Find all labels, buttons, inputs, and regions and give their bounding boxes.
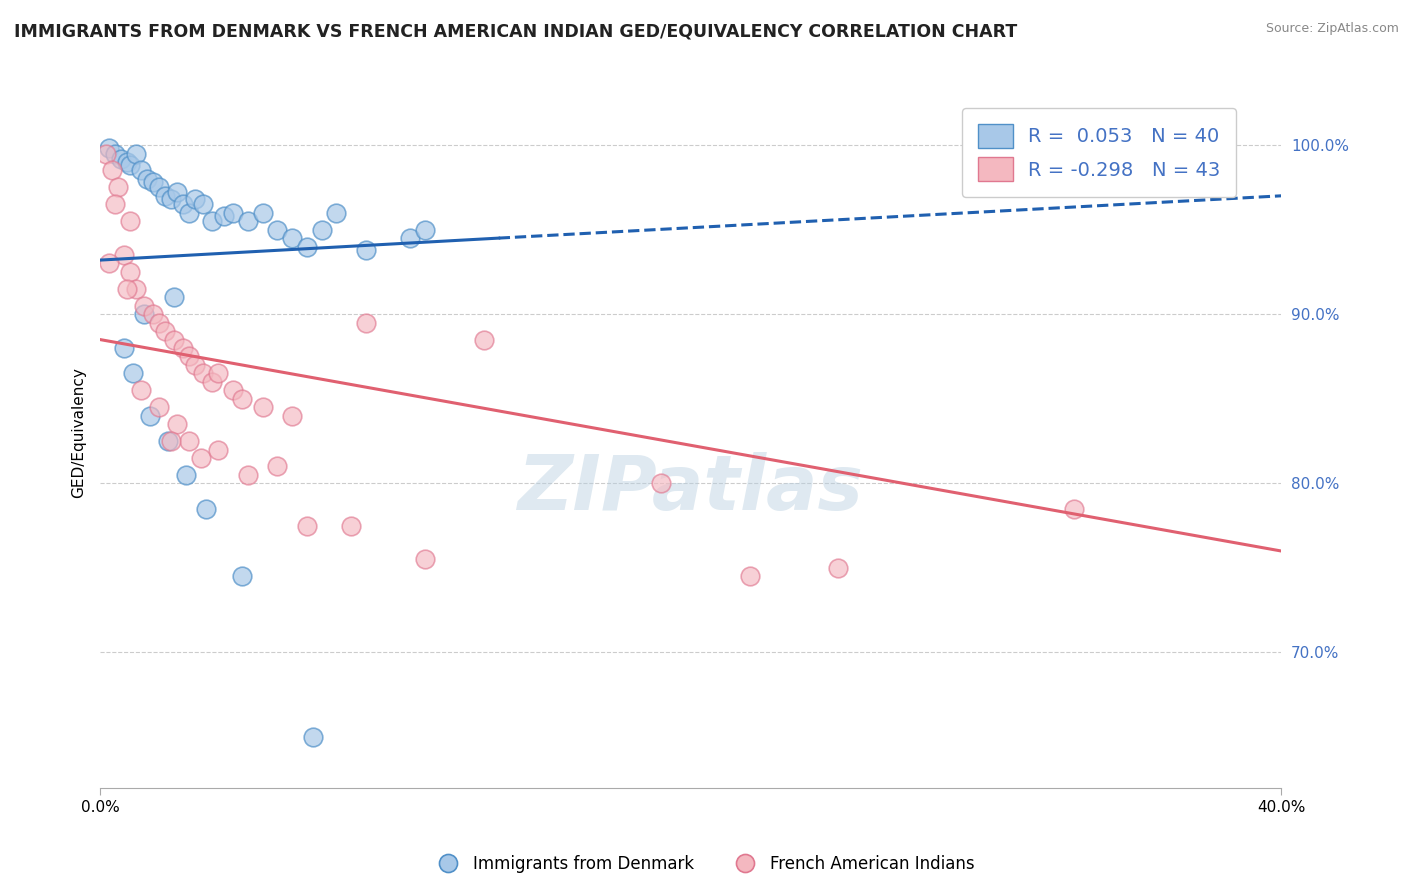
Point (1063, 501, 1085, 516)
Point (222, 384, 245, 398)
Text: Source: ZipAtlas.com: Source: ZipAtlas.com (1265, 22, 1399, 36)
Point (172, 341, 194, 355)
Point (650, 476, 672, 491)
Point (399, 231, 422, 245)
Point (201, 214, 224, 228)
Point (124, 146, 146, 161)
Point (177, 350, 200, 364)
Point (193, 197, 215, 211)
Point (160, 434, 183, 448)
Point (174, 467, 197, 482)
Point (354, 243, 377, 257)
Point (148, 180, 170, 194)
Point (183, 358, 205, 372)
Point (115, 155, 138, 169)
Point (231, 569, 253, 583)
Point (827, 561, 849, 575)
Point (738, 569, 761, 583)
Point (354, 316, 377, 330)
Text: IMMIGRANTS FROM DENMARK VS FRENCH AMERICAN INDIAN GED/EQUIVALENCY CORRELATION CH: IMMIGRANTS FROM DENMARK VS FRENCH AMERIC… (14, 22, 1018, 40)
Point (413, 222, 436, 236)
Point (311, 222, 333, 236)
Point (231, 392, 253, 406)
Point (148, 316, 170, 330)
Point (148, 401, 170, 415)
Point (107, 180, 129, 194)
Point (207, 367, 229, 381)
Point (222, 205, 245, 219)
Point (98, 141, 121, 155)
Point (112, 248, 135, 262)
Point (104, 197, 127, 211)
Point (166, 417, 188, 431)
Point (177, 434, 200, 448)
Point (193, 367, 215, 381)
Point (118, 158, 141, 172)
Point (301, 730, 323, 744)
Point (163, 333, 186, 347)
Point (236, 467, 259, 482)
Point (163, 290, 186, 304)
Point (134, 307, 156, 321)
Point (207, 442, 229, 457)
Point (153, 189, 176, 203)
Point (201, 375, 224, 389)
Point (160, 192, 183, 206)
Point (115, 282, 138, 296)
Point (295, 239, 318, 253)
Point (118, 214, 141, 228)
Point (266, 222, 288, 236)
Point (183, 192, 205, 206)
Point (134, 299, 156, 313)
Point (177, 205, 200, 219)
Point (110, 152, 132, 166)
Point (124, 282, 146, 296)
Point (325, 205, 347, 219)
Point (157, 434, 180, 448)
Point (101, 163, 124, 178)
Point (112, 341, 135, 355)
Point (121, 367, 143, 381)
Point (98, 256, 121, 270)
Point (413, 552, 436, 566)
Point (190, 450, 212, 465)
Point (252, 205, 274, 219)
Legend: Immigrants from Denmark, French American Indians: Immigrants from Denmark, French American… (425, 848, 981, 880)
Text: ZIPatlas: ZIPatlas (517, 452, 863, 526)
Point (252, 401, 274, 415)
Point (166, 186, 188, 200)
Point (212, 209, 235, 223)
Point (142, 175, 165, 189)
Point (153, 324, 176, 338)
Point (94, 146, 117, 161)
Legend: R =  0.053   N = 40, R = -0.298   N = 43: R = 0.053 N = 40, R = -0.298 N = 43 (962, 109, 1236, 197)
Point (131, 163, 153, 178)
Point (139, 409, 162, 423)
Point (104, 146, 127, 161)
Point (266, 459, 288, 474)
Point (295, 518, 318, 533)
Point (118, 265, 141, 279)
Point (172, 197, 194, 211)
Point (340, 518, 363, 533)
Point (472, 333, 495, 347)
Point (281, 231, 304, 245)
Point (131, 384, 153, 398)
Point (195, 501, 218, 516)
Y-axis label: GED/Equivalency: GED/Equivalency (72, 368, 86, 498)
Point (136, 172, 159, 186)
Point (236, 214, 259, 228)
Point (142, 307, 165, 321)
Point (281, 409, 304, 423)
